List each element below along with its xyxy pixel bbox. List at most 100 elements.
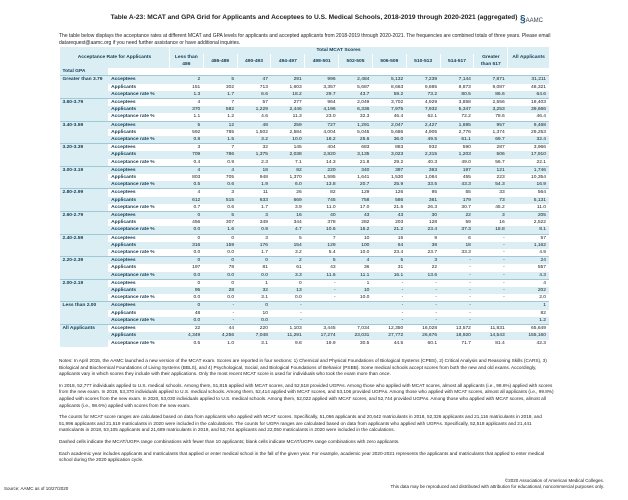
cell-value: 0 (203, 278, 238, 288)
table-row: Acceptance rate % 0.0 0.0 1.7 3.2 5.4 10.0 23.4… (60, 249, 550, 257)
cell-value: 48 (194, 310, 201, 316)
cell-value: 129 (304, 241, 339, 250)
cell-value: 590 (440, 143, 474, 152)
cell-value: 1,370 (289, 175, 302, 181)
cell-value: 964 (304, 98, 339, 107)
cell-value: 23.0 (326, 114, 336, 120)
cell-value (305, 310, 339, 317)
cell-value: 0 (169, 301, 204, 310)
cell-value: 3.3 (270, 271, 305, 280)
cell-value (473, 301, 508, 310)
cell-value: - (232, 310, 235, 316)
table-row: 2.80-2.99 Acceptees 4 3 11 26 82 129 126 95 55 33 56… (59, 188, 549, 212)
cell-value: 564 (507, 188, 549, 197)
row-label: Acceptees (108, 98, 170, 107)
row-label: Acceptees (108, 211, 170, 220)
table-row: Acceptance rate % 0.5 1.0 3.1 9.8 19.9 30.5 44.… (60, 340, 550, 347)
cell-value: 16 (270, 211, 305, 220)
cell-value: 26 (270, 188, 305, 197)
cell-value: 29.7 (304, 90, 339, 99)
row-label: Applicants (108, 151, 170, 159)
row-label: Acceptees (108, 233, 170, 242)
cell-value: 0.0 (294, 295, 302, 301)
cell-value: 25.9 (372, 181, 407, 189)
mcat-col-header: 490-493 (236, 54, 271, 69)
cell-value: - (304, 287, 339, 295)
cell-value: 0.9 (227, 159, 235, 165)
note-paragraph: Notes: In April 2015, the AAMC launched … (59, 358, 547, 377)
cell-value: 713 (259, 84, 268, 90)
cell-value: 26,676 (406, 332, 441, 340)
cell-value: 727 (304, 120, 339, 129)
cell-value: 1.9 (237, 181, 271, 189)
cell-value: 81.4 (495, 340, 505, 346)
cell-value: 3,135 (338, 151, 373, 159)
cell-value: 19.9 (326, 340, 336, 346)
cell-value: 22.1 (536, 159, 546, 165)
cell-value: 3,023 (372, 151, 407, 159)
cell-value: 1.2 (507, 316, 549, 325)
cell-value: 3,702 (372, 98, 407, 107)
cell-value: 17,910 (507, 151, 549, 159)
cell-value: 30 (406, 211, 441, 220)
cell-value: 1,595 (323, 175, 336, 181)
cell-value: 223 (496, 175, 505, 181)
cell-value: 277 (270, 98, 305, 107)
cell-value: 22 (440, 211, 474, 220)
cell-value: 56.7 (495, 159, 505, 165)
cell-value: 205 (507, 211, 549, 220)
cell-value: 1,695 (440, 120, 474, 129)
cell-value: 8,663 (390, 84, 404, 90)
cell-value (474, 310, 508, 317)
cell-value: 78.6 (495, 114, 505, 120)
cell-value: 220 (237, 324, 271, 333)
cell-value: - (440, 271, 474, 280)
cell-value: 32.4 (507, 136, 549, 144)
cell-value: 0 (169, 256, 204, 265)
row-label: Acceptance rate % (108, 136, 170, 144)
cell-value: 7 (203, 143, 238, 152)
cell-value: 151 (192, 84, 201, 90)
cell-value: 785 (225, 129, 235, 135)
table-row: Acceptance rate % 0.0 0.0 0.0 3.3 11.6 11.1 16.… (60, 271, 549, 280)
cell-value: 4.7 (270, 226, 305, 235)
cell-value: 82 (270, 165, 305, 175)
cell-value: 49.5 (406, 136, 441, 144)
mcat-col-header: 502-505 (338, 54, 373, 69)
cell-value: 28 (203, 287, 238, 295)
cell-value: 23.4 (393, 250, 404, 256)
cell-value: 17.0 (359, 204, 370, 210)
page-title: Table A-23: MCAT and GPA Grid for Applic… (110, 14, 518, 21)
cell-value: 3 (237, 211, 271, 220)
cell-value: - (469, 295, 471, 301)
cell-value: - (401, 310, 404, 316)
cell-value: 7,048 (237, 332, 271, 340)
gpa-range-label: All Applicants (59, 324, 109, 347)
cell-value: 59.2 (372, 90, 407, 99)
cell-value: 37.3 (440, 226, 474, 235)
cell-value: 15 (372, 233, 407, 242)
cell-value (304, 301, 339, 310)
cell-value: 18,403 (507, 98, 549, 107)
cell-value: 316 (169, 241, 204, 250)
cell-value: - (372, 287, 407, 295)
cell-value: 3 (406, 256, 441, 265)
table-row: Applicants 803 705 948 1,370 1,595 1,641 1,530 1… (60, 174, 550, 181)
cell-value: 0 (203, 256, 238, 265)
cell-value: - (473, 233, 508, 242)
note-paragraph: Dashed cells indicate the MCAT/UGPA rang… (59, 438, 400, 444)
corner-header: Acceptance Rate for Applicants (59, 47, 170, 69)
cell-value: - (440, 316, 474, 325)
cell-value: 11.0 (536, 204, 546, 210)
cell-value: 45.2 (495, 204, 505, 210)
cell-value: - (440, 287, 474, 295)
cell-value: 455 (462, 175, 471, 181)
table-row: Applicants 197 78 81 61 43 36 31 22 - - 557 (60, 264, 550, 271)
cell-value: 176 (237, 241, 271, 250)
cell-value: 11,291 (270, 332, 305, 340)
cell-value: 1.7 (261, 204, 268, 210)
cell-value: 397 (372, 165, 407, 175)
cell-value: 2,556 (473, 98, 508, 107)
cell-value: - (435, 310, 438, 316)
cell-value: 3 (237, 233, 271, 242)
